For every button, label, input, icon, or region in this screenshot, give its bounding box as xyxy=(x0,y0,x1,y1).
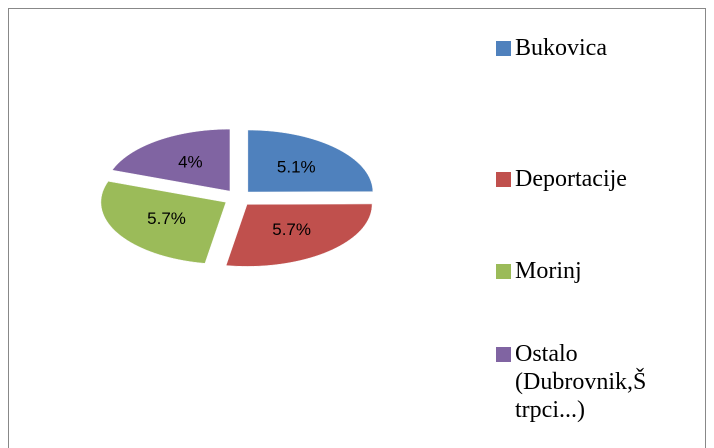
data-label: 4% xyxy=(178,153,203,172)
legend-label: Deportacije xyxy=(515,166,627,192)
chart-frame xyxy=(8,8,706,448)
legend-swatch xyxy=(496,264,511,279)
pie-slice xyxy=(111,128,231,218)
legend-label: Ostalo (Dubrovnik,Š trpci...) xyxy=(515,341,647,423)
slice-top xyxy=(247,129,374,193)
pie-slice xyxy=(100,181,227,290)
slice-top xyxy=(225,203,373,267)
data-label: 5.7% xyxy=(147,209,186,228)
legend-item: Morinj xyxy=(496,257,705,285)
legend-label: Morinj xyxy=(515,258,582,284)
legend-item: Ostalo (Dubrovnik,Š trpci...) xyxy=(496,340,647,424)
slice-top xyxy=(100,181,227,264)
slice-top xyxy=(111,128,231,192)
data-label: 5.1% xyxy=(277,157,316,176)
legend-swatch xyxy=(496,172,511,187)
data-label: 5.7% xyxy=(272,220,311,239)
legend-item: Bukovica xyxy=(496,34,705,62)
legend-swatch xyxy=(496,41,511,56)
legend-item: Deportacije xyxy=(496,165,705,193)
legend-swatch xyxy=(496,347,511,362)
pie-slice xyxy=(225,203,373,293)
pie-slice xyxy=(247,129,374,219)
legend-label: Bukovica xyxy=(515,35,607,61)
